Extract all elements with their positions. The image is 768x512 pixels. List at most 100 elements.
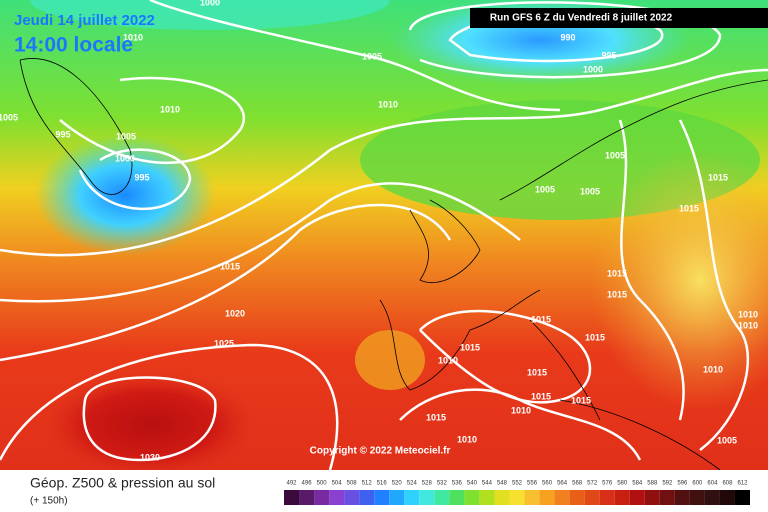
isobar-label: 1015 bbox=[220, 261, 240, 271]
scale-label: 512 bbox=[362, 481, 373, 487]
scale-label: 588 bbox=[647, 481, 658, 487]
scale-swatch bbox=[374, 490, 390, 505]
scale-label: 576 bbox=[602, 481, 613, 487]
scale-label: 516 bbox=[377, 481, 388, 487]
isobar-label: 995 bbox=[55, 129, 70, 139]
scale-label: 584 bbox=[632, 481, 643, 487]
isobar-label: 1005 bbox=[116, 131, 136, 141]
isobar-label: 1005 bbox=[0, 112, 18, 122]
isobar-label: 1005 bbox=[605, 150, 625, 160]
scale-swatch bbox=[704, 490, 720, 505]
scale-swatch bbox=[389, 490, 405, 505]
isobar-label: 1015 bbox=[531, 391, 551, 401]
isobar-label: 1015 bbox=[585, 332, 605, 342]
scale-label: 548 bbox=[497, 481, 508, 487]
isobar-label: 1015 bbox=[607, 289, 627, 299]
copyright: Copyright © 2022 Meteociel.fr bbox=[310, 446, 451, 457]
scale-swatch bbox=[419, 490, 435, 505]
map-background bbox=[0, 0, 768, 480]
scale-swatch bbox=[734, 490, 750, 505]
isobar-label: 1015 bbox=[531, 314, 551, 324]
color-scale: 492 496 500 504 508 512 516 520 524 528 532 536 540 5… bbox=[284, 481, 750, 505]
scale-swatch bbox=[554, 490, 570, 505]
scale-label: 508 bbox=[347, 481, 358, 487]
scale-label: 504 bbox=[332, 481, 343, 487]
scale-swatch bbox=[449, 490, 465, 505]
isobar-label: 995 bbox=[601, 50, 616, 60]
legend-lead: (+ 150h) bbox=[30, 496, 68, 507]
scale-swatch bbox=[539, 490, 555, 505]
scale-label: 608 bbox=[722, 481, 733, 487]
scale-label: 528 bbox=[422, 481, 433, 487]
scale-label: 596 bbox=[677, 481, 688, 487]
scale-swatch bbox=[659, 490, 675, 505]
scale-label: 552 bbox=[512, 481, 523, 487]
scale-label: 612 bbox=[737, 481, 748, 487]
scale-label: 532 bbox=[437, 481, 448, 487]
isobar-label: 1015 bbox=[708, 172, 728, 182]
scale-swatch bbox=[359, 490, 375, 505]
scale-label: 492 bbox=[287, 481, 298, 487]
scale-swatch bbox=[284, 490, 300, 505]
isobar-label: 1010 bbox=[511, 405, 531, 415]
isobar-label: 1010 bbox=[703, 364, 723, 374]
isobars bbox=[0, 0, 768, 470]
scale-label: 496 bbox=[302, 481, 313, 487]
run-banner bbox=[470, 8, 768, 28]
forecast-time: 14:00 locale bbox=[14, 34, 133, 57]
isobar-label: 1005 bbox=[580, 186, 600, 196]
scale-swatch bbox=[614, 490, 630, 505]
isobar-label: 1015 bbox=[426, 412, 446, 422]
isobar-label: 1015 bbox=[607, 268, 627, 278]
isobar-label: 1030 bbox=[140, 452, 160, 462]
scale-label: 600 bbox=[692, 481, 703, 487]
scale-swatch bbox=[584, 490, 600, 505]
isobar-label: 1010 bbox=[438, 355, 458, 365]
scale-label: 568 bbox=[572, 481, 583, 487]
scale-swatch bbox=[719, 490, 735, 505]
scale-swatch bbox=[434, 490, 450, 505]
scale-swatch bbox=[644, 490, 660, 505]
scale-swatch bbox=[329, 490, 345, 505]
isobar-label: 1015 bbox=[527, 367, 547, 377]
scale-label: 572 bbox=[587, 481, 598, 487]
scale-label: 564 bbox=[557, 481, 568, 487]
isobar-label: 1000 bbox=[115, 153, 135, 163]
isobar-label: 1010 bbox=[738, 320, 758, 330]
scale-swatch bbox=[299, 490, 315, 505]
scale-label: 556 bbox=[527, 481, 538, 487]
isobar-label: 1010 bbox=[457, 434, 477, 444]
scale-label: 580 bbox=[617, 481, 628, 487]
scale-swatch bbox=[569, 490, 585, 505]
scale-label: 520 bbox=[392, 481, 403, 487]
scale-swatch bbox=[674, 490, 690, 505]
scale-label: 544 bbox=[482, 481, 493, 487]
forecast-date: Jeudi 14 juillet 2022 bbox=[14, 12, 155, 29]
scale-swatch bbox=[464, 490, 480, 505]
scale-swatch bbox=[344, 490, 360, 505]
isobar-label: 1025 bbox=[214, 338, 234, 348]
scale-swatch bbox=[689, 490, 705, 505]
legend-title: Géop. Z500 & pression au sol bbox=[30, 475, 215, 491]
isobar-label: 1015 bbox=[679, 203, 699, 213]
isobar-label: 1005 bbox=[362, 51, 382, 61]
scale-swatch bbox=[494, 490, 510, 505]
scale-swatch bbox=[524, 490, 540, 505]
scale-swatch bbox=[404, 490, 420, 505]
isobar-label: 990 bbox=[560, 32, 575, 42]
isobar-label: 1000 bbox=[583, 64, 603, 74]
isobar-label: 1010 bbox=[738, 309, 758, 319]
isobar-label: 1010 bbox=[160, 104, 180, 114]
isobar-label: 1010 bbox=[378, 99, 398, 109]
isobar-label: 1015 bbox=[571, 395, 591, 405]
coastlines bbox=[19, 58, 768, 471]
scale-swatch bbox=[629, 490, 645, 505]
scale-label: 524 bbox=[407, 481, 418, 487]
isobar-label: 1005 bbox=[535, 184, 555, 194]
scale-label: 560 bbox=[542, 481, 553, 487]
scale-swatch bbox=[599, 490, 615, 505]
isobar-label: 1005 bbox=[717, 435, 737, 445]
scale-swatch bbox=[479, 490, 495, 505]
